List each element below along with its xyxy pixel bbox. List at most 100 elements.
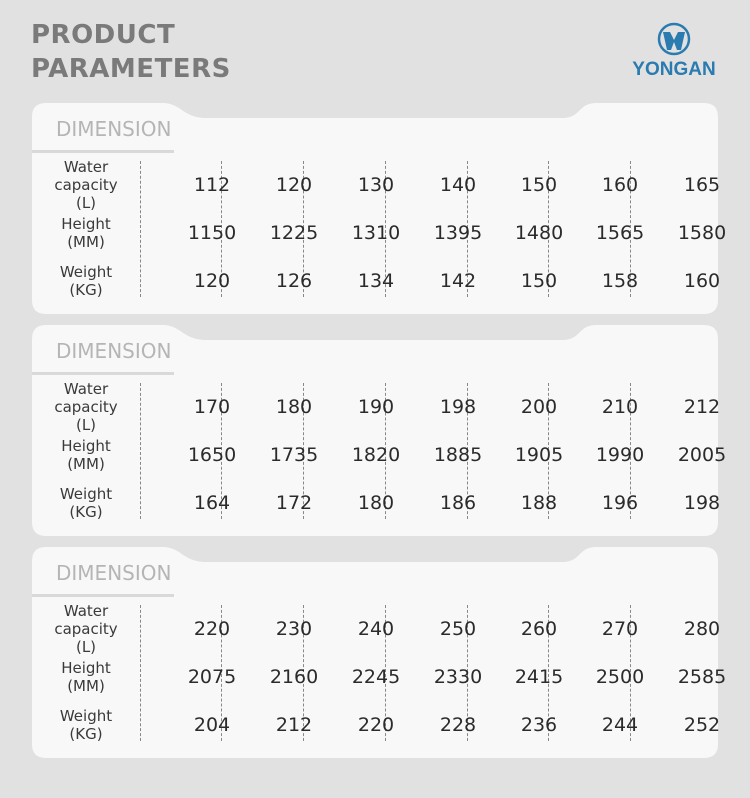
column-divider <box>303 383 304 519</box>
table-cell: 252 <box>683 714 721 736</box>
table-cell: 140 <box>439 174 477 196</box>
yongan-logo: YONGAN <box>626 22 722 81</box>
logo-text: YONGAN <box>632 59 716 80</box>
row-label-line: Height <box>61 437 111 455</box>
heading-divider <box>32 372 174 375</box>
table-cell: 230 <box>275 618 313 640</box>
row-label-line: (KG) <box>69 503 103 521</box>
row-label: Height (MM) <box>46 659 126 695</box>
row-label: Weight (KG) <box>46 263 126 299</box>
table-cell: 280 <box>683 618 721 640</box>
row-label-line: (MM) <box>67 677 105 695</box>
row-label-line: capacity <box>54 620 118 638</box>
table-cell: 198 <box>439 396 477 418</box>
title-line-2: PARAMETERS <box>31 54 231 84</box>
table-cell: 270 <box>601 618 639 640</box>
table-cell: 120 <box>275 174 313 196</box>
row-label-line: Water <box>63 602 109 620</box>
table-cell: 164 <box>193 492 231 514</box>
table-cell: 212 <box>275 714 313 736</box>
row-label-line: (MM) <box>67 233 105 251</box>
table-cell: 2245 <box>351 666 401 688</box>
heading-divider <box>32 594 174 597</box>
table-cell: 172 <box>275 492 313 514</box>
table-cell: 220 <box>193 618 231 640</box>
column-divider <box>221 383 222 519</box>
table-cell: 2075 <box>187 666 237 688</box>
table-cell: 250 <box>439 618 477 640</box>
row-label-line: Weight <box>59 707 113 725</box>
row-label-line: Height <box>61 215 111 233</box>
table-cell: 1735 <box>269 444 319 466</box>
row-label-line: capacity <box>54 176 118 194</box>
row-label-line: Water <box>63 158 109 176</box>
table-heading: DIMENSION <box>56 339 172 363</box>
table-cell: 170 <box>193 396 231 418</box>
table-cell: 2160 <box>269 666 319 688</box>
row-label: Height (MM) <box>46 437 126 473</box>
table-cell: 150 <box>520 174 558 196</box>
row-label: Height (MM) <box>46 215 126 251</box>
column-divider <box>140 605 141 741</box>
dimension-table: DIMENSION Water capacity (L) 220 230 240 250 260… <box>32 547 726 758</box>
table-cell: 2585 <box>677 666 727 688</box>
title-line-1: PRODUCT <box>31 20 176 50</box>
dimension-table: DIMENSION Water capacity (L) 112 120 130 140 150… <box>32 103 726 314</box>
row-label-line: (L) <box>75 194 97 212</box>
column-divider <box>548 383 549 519</box>
table-cell: 112 <box>193 174 231 196</box>
column-divider <box>140 161 141 297</box>
row-label-line: capacity <box>54 398 118 416</box>
row-label: Weight (KG) <box>46 485 126 521</box>
table-cell: 1650 <box>187 444 237 466</box>
column-divider <box>303 161 304 297</box>
table-cell: 120 <box>193 270 231 292</box>
column-divider <box>548 605 549 741</box>
table-cell: 126 <box>275 270 313 292</box>
table-cell: 142 <box>439 270 477 292</box>
table-cell: 190 <box>357 396 395 418</box>
column-divider <box>303 605 304 741</box>
row-label-line: (L) <box>75 638 97 656</box>
table-cell: 200 <box>520 396 558 418</box>
heading-divider <box>32 150 174 153</box>
table-cell: 2005 <box>677 444 727 466</box>
row-label: Water capacity (L) <box>46 158 126 212</box>
table-cell: 1565 <box>595 222 645 244</box>
table-cell: 160 <box>683 270 721 292</box>
row-label-line: (L) <box>75 416 97 434</box>
row-label-line: Water <box>63 380 109 398</box>
table-cell: 1820 <box>351 444 401 466</box>
table-cell: 188 <box>520 492 558 514</box>
table-cell: 228 <box>439 714 477 736</box>
column-divider <box>140 383 141 519</box>
table-cell: 186 <box>439 492 477 514</box>
row-label: Water capacity (L) <box>46 602 126 656</box>
row-label-line: (MM) <box>67 455 105 473</box>
table-cell: 1990 <box>595 444 645 466</box>
table-cell: 2415 <box>514 666 564 688</box>
row-label-line: Weight <box>59 263 113 281</box>
table-cell: 160 <box>601 174 639 196</box>
column-divider <box>221 605 222 741</box>
table-cell: 158 <box>601 270 639 292</box>
table-cell: 210 <box>601 396 639 418</box>
table-cell: 212 <box>683 396 721 418</box>
table-cell: 1310 <box>351 222 401 244</box>
row-label-line: Weight <box>59 485 113 503</box>
table-cell: 1150 <box>187 222 237 244</box>
dimension-table: DIMENSION Water capacity (L) 170 180 190 198 200… <box>32 325 726 536</box>
row-label: Weight (KG) <box>46 707 126 743</box>
column-divider <box>385 383 386 519</box>
row-label: Water capacity (L) <box>46 380 126 434</box>
table-cell: 196 <box>601 492 639 514</box>
table-cell: 2330 <box>433 666 483 688</box>
row-label-line: (KG) <box>69 725 103 743</box>
card-background <box>32 103 718 314</box>
row-label-line: Height <box>61 659 111 677</box>
table-cell: 220 <box>357 714 395 736</box>
table-cell: 150 <box>520 270 558 292</box>
table-cell: 240 <box>357 618 395 640</box>
logo-emblem-icon <box>657 22 691 56</box>
